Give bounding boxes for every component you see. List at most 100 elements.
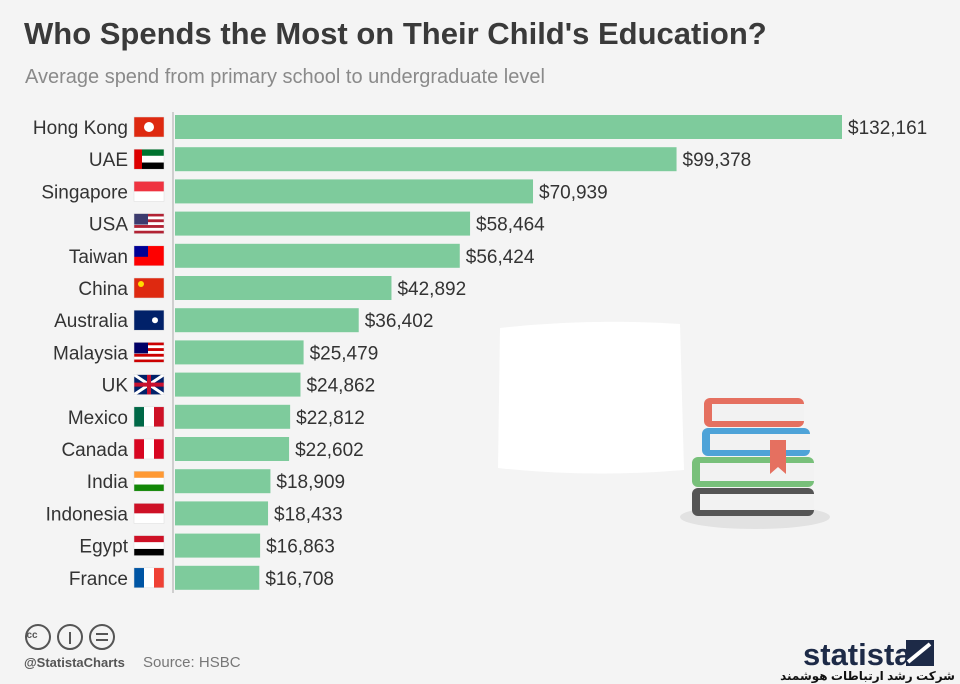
- value-label: $18,909: [276, 472, 345, 493]
- category-label: USA: [89, 215, 128, 236]
- flag: [133, 116, 165, 138]
- flag-part: [134, 225, 164, 228]
- brand-icon-detail: [906, 642, 932, 664]
- bar: [175, 437, 290, 461]
- book-pages: [700, 463, 814, 481]
- flag-part: [134, 310, 164, 331]
- flag-part: [144, 122, 154, 132]
- flag: [133, 503, 165, 524]
- category-label: UK: [102, 376, 129, 397]
- flag-part: [152, 317, 158, 324]
- flag-border: [133, 148, 165, 170]
- flag-part: [134, 348, 164, 351]
- flag-part: [154, 439, 164, 459]
- flag-part: [134, 162, 164, 170]
- category-label: France: [69, 569, 128, 590]
- flag-part: [144, 406, 154, 427]
- category-label: Canada: [61, 440, 128, 461]
- category-label: Indonesia: [46, 504, 129, 525]
- chart-subtitle: Average spend from primary school to und…: [25, 66, 545, 88]
- category-label: Egypt: [79, 537, 128, 558]
- bar: [175, 243, 460, 268]
- credit: @StatistaCharts: [24, 655, 125, 670]
- flag-part: [134, 155, 164, 163]
- flag: [133, 470, 165, 492]
- bar: [175, 501, 269, 526]
- flag-border: [133, 374, 165, 395]
- flag-part: [134, 353, 164, 357]
- flag-part: [134, 213, 164, 217]
- value-label: $22,602: [295, 440, 364, 461]
- flag-part: [134, 374, 164, 395]
- flag-border: [133, 277, 165, 299]
- bar: [175, 533, 261, 558]
- category-label: China: [78, 279, 128, 300]
- by-icon: [57, 624, 83, 650]
- value-label: $16,863: [266, 537, 335, 558]
- value-label: $42,892: [397, 279, 466, 300]
- brand-logo: statista: [803, 637, 912, 672]
- category-label: Mexico: [68, 408, 128, 429]
- book-pages: [700, 494, 814, 510]
- bar: [175, 340, 304, 365]
- bar: [175, 115, 842, 139]
- flag-part: [134, 245, 148, 257]
- bar: [175, 147, 677, 172]
- cc-icon: [25, 624, 51, 650]
- bookmark: [770, 440, 786, 474]
- value-label: $36,402: [365, 311, 434, 332]
- value-label: $22,812: [296, 408, 365, 429]
- flag-part: [134, 181, 164, 192]
- flag-part: [134, 278, 164, 298]
- flag-part: [134, 230, 164, 234]
- flag-part: [134, 191, 164, 202]
- license-icons: [25, 624, 115, 650]
- bar: [175, 211, 471, 236]
- flag: [133, 373, 165, 396]
- flag-part: [134, 219, 164, 223]
- flag-border: [133, 309, 165, 331]
- flag-part: [154, 567, 164, 588]
- flag-border: [133, 406, 165, 428]
- flag-part: [134, 342, 148, 354]
- flag-border: [133, 245, 165, 267]
- category-label: UAE: [89, 150, 128, 171]
- flag-border: [133, 181, 165, 202]
- flag: [133, 438, 165, 460]
- flag-border: [133, 503, 165, 524]
- value-label: $24,862: [306, 376, 375, 397]
- value-label: $99,378: [683, 150, 752, 171]
- category-label: India: [87, 472, 129, 493]
- flag-part: [134, 567, 144, 588]
- value-label: $16,708: [265, 569, 334, 590]
- category-label: Singapore: [41, 182, 128, 203]
- flag-border: [133, 116, 165, 138]
- flag-part: [134, 513, 164, 524]
- flag-part: [134, 213, 148, 225]
- flag-border: [133, 438, 165, 460]
- bar: [175, 276, 392, 300]
- value-label: $25,479: [310, 343, 379, 364]
- flag-part: [134, 471, 164, 478]
- flag-part: [134, 535, 164, 543]
- flag-border: [133, 470, 165, 492]
- bar: [175, 179, 534, 204]
- bar: [175, 372, 301, 397]
- nd-icon: [89, 624, 115, 650]
- flag-part: [134, 477, 164, 485]
- value-label: $132,161: [848, 118, 927, 139]
- source: Source: HSBC: [143, 654, 241, 671]
- flag-border: [133, 342, 165, 363]
- flag-border: [133, 535, 165, 556]
- bar: [175, 469, 271, 494]
- bar: [175, 308, 359, 333]
- value-label: $58,464: [476, 215, 545, 236]
- flag: [133, 181, 165, 202]
- flag: [133, 309, 165, 331]
- decoration: [498, 321, 830, 529]
- flag: [133, 535, 165, 556]
- category-label: Australia: [54, 311, 128, 332]
- value-label: $56,424: [466, 247, 535, 268]
